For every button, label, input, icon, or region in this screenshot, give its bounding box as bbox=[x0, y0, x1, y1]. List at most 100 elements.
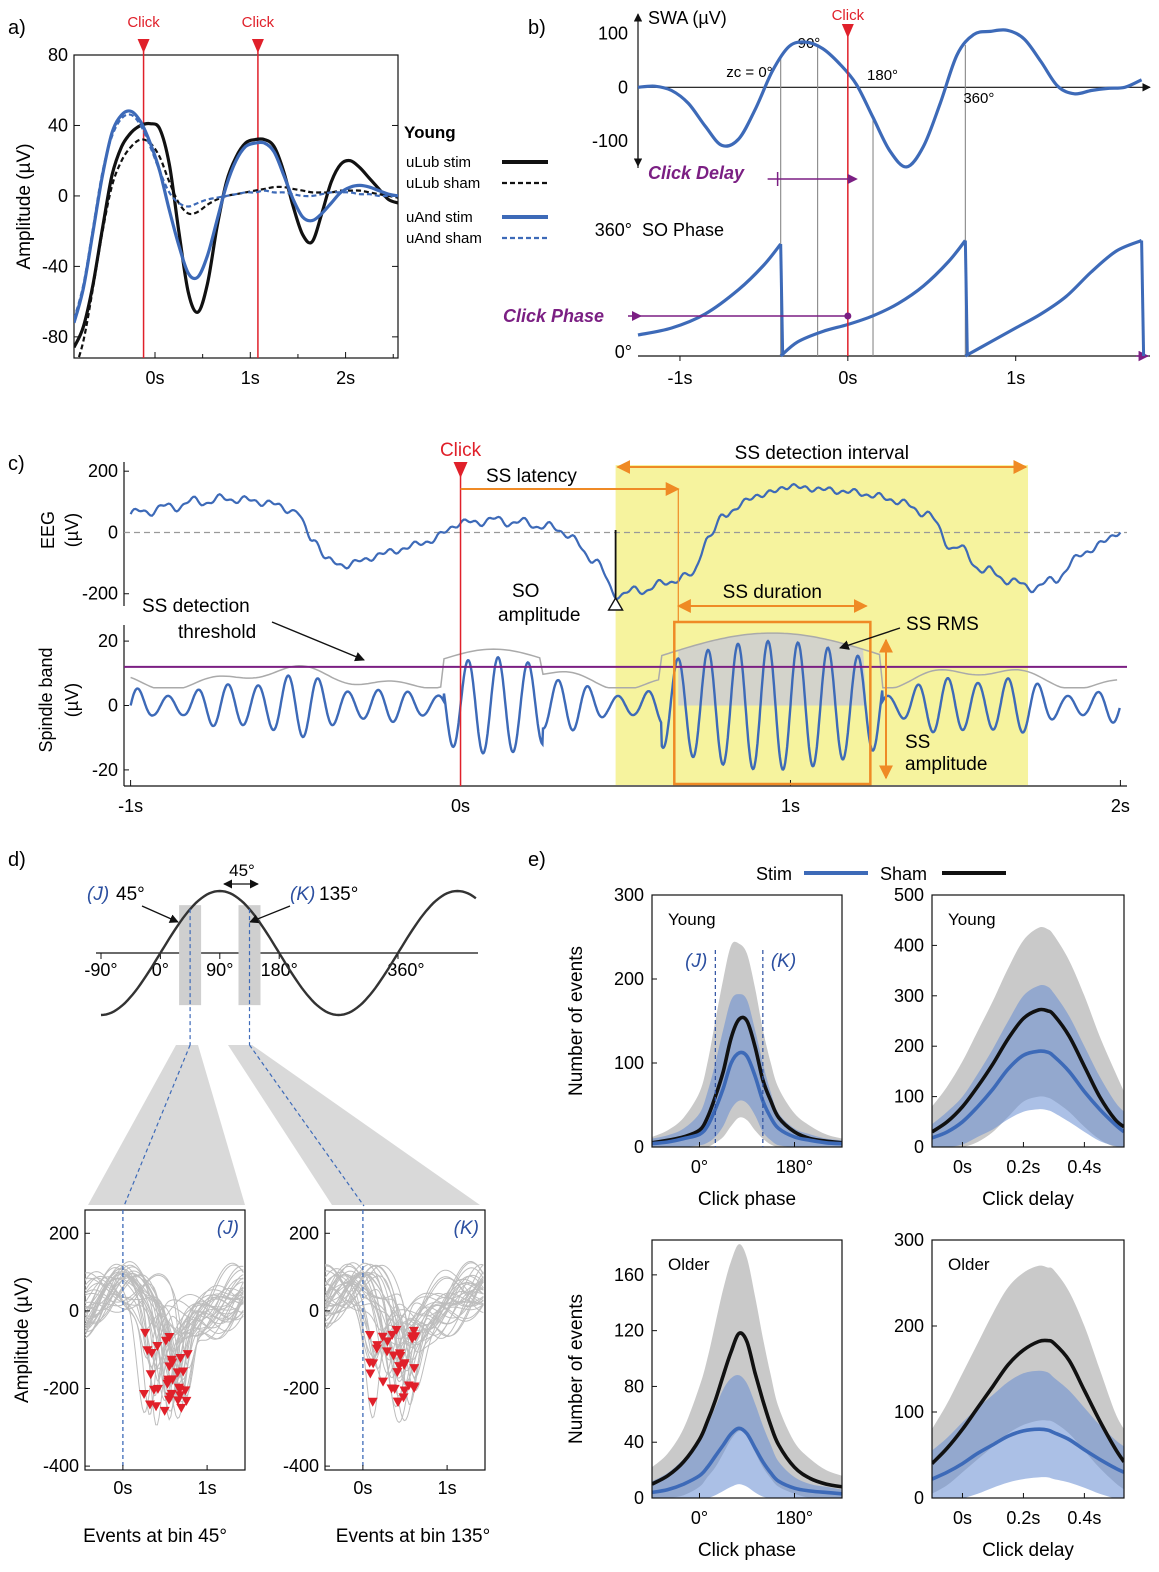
y-tick-label: 0 bbox=[634, 1137, 644, 1157]
y-tick-label: 200 bbox=[614, 969, 644, 989]
event-minimum-marker bbox=[371, 1344, 382, 1354]
event-minimum-marker bbox=[174, 1385, 185, 1395]
legend-sham-label: Sham bbox=[880, 864, 927, 884]
panel-d: d) -90° 0° 90° 180° 360°(J) 45° (K) 135°45°2000… bbox=[8, 849, 490, 1547]
x-tick-label: 1s bbox=[241, 368, 260, 388]
event-trace bbox=[325, 1263, 484, 1336]
hist-plot bbox=[932, 1265, 1124, 1498]
eeg-trace bbox=[129, 482, 1122, 601]
click-phase-label: Click Phase bbox=[503, 306, 604, 326]
stim-band bbox=[652, 994, 842, 1147]
click-phase-dot bbox=[844, 312, 852, 320]
event-minimum-marker bbox=[182, 1350, 193, 1360]
x-tick-label: 2s bbox=[336, 368, 355, 388]
eeg-y-tick-label: 200 bbox=[88, 461, 118, 481]
hist-title: Older bbox=[668, 1255, 710, 1274]
event-minimum-marker bbox=[389, 1384, 400, 1394]
panel-a-letter: a) bbox=[8, 17, 26, 39]
stim-mean-line bbox=[652, 1050, 842, 1146]
x-axis-label: Click phase bbox=[698, 1540, 796, 1561]
swa-tick-label: 100 bbox=[598, 24, 628, 44]
spindle-unit: (µV) bbox=[62, 683, 82, 717]
click-label: Click bbox=[242, 14, 275, 31]
event-minimum-marker bbox=[399, 1386, 410, 1396]
phase-top-label: 360° bbox=[595, 220, 632, 240]
x-tick-label: 1s bbox=[1006, 368, 1025, 388]
event-minimum-marker bbox=[399, 1359, 410, 1369]
event-minimum-marker bbox=[365, 1369, 376, 1379]
x-tick-label: 0.2s bbox=[1006, 1508, 1040, 1528]
event-minimum-marker bbox=[164, 1395, 175, 1405]
phase-sine bbox=[100, 889, 477, 1017]
x-tick-label: -1s bbox=[118, 796, 143, 816]
y-tick-label: 0 bbox=[914, 1488, 924, 1508]
event-trace bbox=[85, 1269, 244, 1360]
deg180-label: 180° bbox=[867, 67, 898, 84]
y-tick-label: 0 bbox=[634, 1488, 644, 1508]
funnel-k bbox=[228, 1045, 480, 1205]
y-tick-label: 200 bbox=[894, 1036, 924, 1056]
trace-group bbox=[85, 1261, 244, 1426]
k-deg: 135° bbox=[319, 884, 358, 905]
deg360-label: 360° bbox=[963, 90, 994, 107]
event-trace bbox=[85, 1274, 244, 1369]
y-tick-label: 80 bbox=[624, 1376, 644, 1396]
phase-segment bbox=[779, 239, 967, 358]
hist-plot bbox=[652, 1244, 842, 1498]
legend-label: uAnd stim bbox=[406, 209, 473, 226]
so-amplitude-label-2: amplitude bbox=[498, 605, 580, 626]
event-trace bbox=[85, 1273, 244, 1361]
x-tick-label: 0s bbox=[953, 1508, 972, 1528]
event-minimum-marker bbox=[408, 1326, 419, 1336]
stim-mean-line bbox=[652, 1426, 842, 1496]
event-minimum-marker bbox=[398, 1393, 409, 1403]
ss-amplitude-label-1: SS bbox=[905, 732, 930, 753]
so-amplitude-label-1: SO bbox=[512, 581, 539, 602]
event-trace bbox=[85, 1281, 244, 1352]
width-deg: 45° bbox=[229, 861, 255, 880]
sham-mean-line bbox=[932, 1338, 1124, 1465]
y-axis-label-bottom: Number of events bbox=[566, 1294, 587, 1444]
x-tick-label: 0.2s bbox=[1006, 1157, 1040, 1177]
event-trace bbox=[85, 1275, 244, 1381]
event-minimum-marker bbox=[377, 1332, 388, 1342]
hist-title: Young bbox=[948, 910, 996, 929]
so-amplitude-marker bbox=[607, 596, 624, 611]
event-trace bbox=[85, 1271, 244, 1385]
panel-a: a) 80 40 0 -40 -80 0s 1s 2s Amplitude (µV) Click C… bbox=[8, 14, 548, 388]
y-tick-label: -200 bbox=[283, 1379, 319, 1399]
j-pointer bbox=[141, 905, 179, 923]
event-minimum-marker bbox=[364, 1331, 375, 1341]
swa-axis-label: SWA (µV) bbox=[648, 8, 727, 28]
y-axis-label: Amplitude (µV) bbox=[14, 143, 35, 269]
x-tick-label: 180° bbox=[776, 1157, 813, 1177]
legend-label: uLub stim bbox=[406, 154, 471, 171]
funnel-j-dash bbox=[123, 1044, 191, 1207]
sub-x-label: Events at bin 135° bbox=[336, 1526, 490, 1547]
ss-amplitude-label-2: amplitude bbox=[905, 754, 987, 775]
phase-reset bbox=[963, 240, 969, 357]
event-trace bbox=[325, 1262, 484, 1422]
ss-latency-label: SS latency bbox=[486, 466, 577, 487]
x-tick-label: 0.4s bbox=[1067, 1508, 1101, 1528]
plot-frame bbox=[73, 54, 399, 359]
panel-b: b) SWA (µV) 100 0 -100 360° SO Phase 0° -1s 0s 1s… bbox=[503, 7, 1151, 388]
x-tick-label: 0s bbox=[145, 368, 164, 388]
legend: uLub stim uLub sham uAnd stim uAnd sham bbox=[406, 154, 548, 247]
ss-rms-pointer bbox=[839, 627, 901, 650]
x-tick-label: 0s bbox=[353, 1478, 372, 1498]
event-minimum-marker bbox=[172, 1368, 183, 1378]
event-minimum-marker bbox=[175, 1354, 186, 1364]
click-label: Click bbox=[440, 440, 482, 461]
event-minimum-marker bbox=[151, 1402, 162, 1412]
event-minimum-marker bbox=[367, 1397, 378, 1407]
y-tick-label: 200 bbox=[49, 1223, 79, 1243]
click-marker bbox=[251, 39, 264, 53]
frame bbox=[651, 894, 843, 1148]
j-tag: (J) bbox=[87, 884, 109, 905]
panel-e: e) Stim Sham 0 100 200 300 0° 180° Young Click … bbox=[528, 849, 1125, 1561]
sub-tag: (K) bbox=[454, 1218, 479, 1239]
sub-x-label: Events at bin 45° bbox=[83, 1526, 227, 1547]
hist-plot bbox=[932, 927, 1124, 1147]
event-minimum-marker bbox=[409, 1382, 420, 1392]
